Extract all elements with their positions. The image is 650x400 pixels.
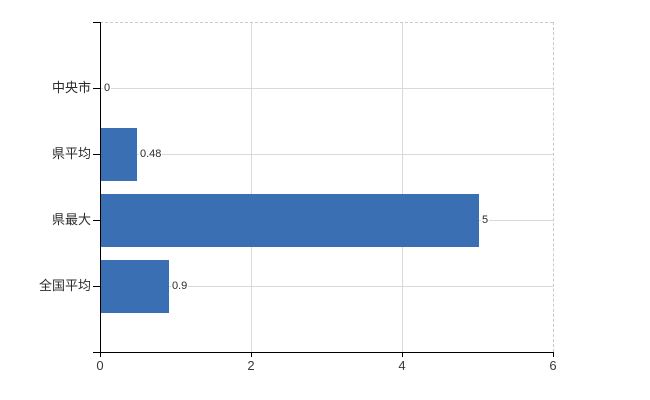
gridline-vertical xyxy=(251,22,252,352)
y-axis-line xyxy=(100,22,101,357)
bar xyxy=(101,194,479,247)
bar-value-label: 5 xyxy=(481,213,490,227)
y-axis-tick xyxy=(93,220,100,221)
y-axis-tick xyxy=(93,286,100,287)
x-axis-line xyxy=(100,352,554,353)
category-label: 全国平均 xyxy=(38,278,91,293)
x-axis-tick-label: 4 xyxy=(398,358,406,373)
bar xyxy=(101,128,137,181)
bar xyxy=(101,260,169,313)
bar-value-label: 0 xyxy=(103,81,112,95)
y-axis-tick xyxy=(93,154,100,155)
y-axis-tick xyxy=(93,88,100,89)
category-label: 中央市 xyxy=(51,80,91,95)
x-axis-tick xyxy=(251,352,252,357)
category-label: 県平均 xyxy=(51,146,91,161)
y-axis-tick xyxy=(93,352,100,353)
x-axis-tick xyxy=(553,352,554,357)
gridline-horizontal xyxy=(100,154,553,155)
plot-border-right xyxy=(553,22,554,352)
y-axis-tick xyxy=(93,22,100,23)
bar-value-label: 0.48 xyxy=(139,147,163,161)
plot-border-top xyxy=(100,22,553,23)
x-axis-tick xyxy=(402,352,403,357)
x-axis-tick-label: 0 xyxy=(96,358,104,373)
gridline-horizontal xyxy=(100,286,553,287)
gridline-horizontal xyxy=(100,88,553,89)
x-axis-tick-label: 6 xyxy=(549,358,557,373)
bar-value-label: 0.9 xyxy=(171,279,189,293)
category-label: 県最大 xyxy=(51,212,91,227)
gridline-vertical xyxy=(402,22,403,352)
x-axis-tick-label: 2 xyxy=(247,358,255,373)
